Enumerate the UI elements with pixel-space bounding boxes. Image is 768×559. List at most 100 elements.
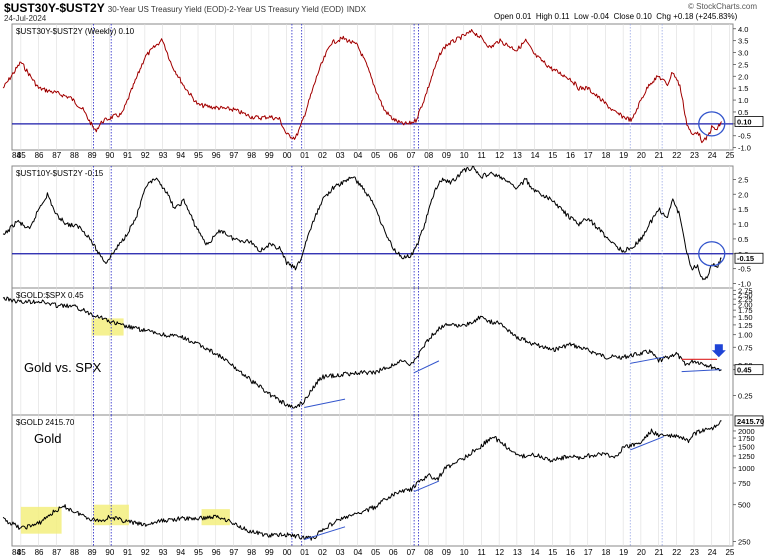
y-tick-label: 3.5 <box>738 37 748 46</box>
y-tick-label: 250 <box>738 538 751 547</box>
chg-value: +0.18 (+245.83%) <box>673 12 738 21</box>
year-label-bottom: 89 <box>88 548 97 557</box>
year-label-bottom: 06 <box>389 548 398 557</box>
y-tick-label: 1500 <box>738 442 755 451</box>
year-label-bottom: 91 <box>123 548 132 557</box>
year-label-bottom: 02 <box>318 548 327 557</box>
year-label-bottom: 95 <box>194 548 203 557</box>
year-label-top: 13 <box>513 151 522 160</box>
y-tick-label: 0.5 <box>738 108 748 117</box>
year-label-top: 98 <box>247 151 256 160</box>
year-label-bottom: 20 <box>637 548 646 557</box>
trend-line <box>630 356 665 364</box>
year-label-top: 90 <box>105 151 114 160</box>
year-label-top: 02 <box>318 151 327 160</box>
year-label-bottom: 11 <box>477 548 486 557</box>
year-label-bottom: 21 <box>655 548 664 557</box>
panel-label-4: $GOLD 2415.70 <box>16 418 75 427</box>
last-value-label: 0.10 <box>737 117 752 126</box>
y-tick-label: 2.5 <box>738 175 748 184</box>
year-label-bottom: 85 <box>17 548 26 557</box>
y-tick-label: 1.0 <box>738 96 748 105</box>
year-label-top: 11 <box>477 151 486 160</box>
year-label-bottom: 17 <box>584 548 593 557</box>
y-tick-label: 500 <box>738 501 751 510</box>
panel-label-3: $GOLD:$SPX 0.45 <box>16 291 84 300</box>
highlight-box <box>201 509 230 526</box>
year-label-top: 14 <box>531 151 540 160</box>
year-label-bottom: 87 <box>52 548 61 557</box>
year-label-top: 17 <box>584 151 593 160</box>
y-tick-label: -1.0 <box>738 144 751 153</box>
panel-annotation: Gold vs. SPX <box>24 360 102 375</box>
close-value: 0.10 <box>636 12 652 21</box>
y-tick-label: 750 <box>738 479 751 488</box>
year-label-top: 85 <box>17 151 26 160</box>
year-label-bottom: 01 <box>300 548 309 557</box>
year-label-bottom: 05 <box>371 548 380 557</box>
year-label-top: 97 <box>229 151 238 160</box>
last-value-label: -0.15 <box>737 254 754 263</box>
highlight-circle <box>698 111 726 137</box>
y-tick-label: 2.00 <box>738 300 753 309</box>
year-label-bottom: 88 <box>70 548 79 557</box>
y-tick-label: 1.25 <box>738 321 753 330</box>
panel-frame-1 <box>11 23 734 151</box>
year-label-top: 06 <box>389 151 398 160</box>
y-tick-label: 2000 <box>738 427 755 436</box>
y-tick-label: 2.0 <box>738 72 748 81</box>
year-label-bottom: 93 <box>159 548 168 557</box>
series-line-panel-3 <box>2 296 722 409</box>
series-line-panel-2 <box>2 165 722 281</box>
year-label-top: 89 <box>88 151 97 160</box>
y-tick-label: 0.75 <box>738 343 753 352</box>
year-label-top: 88 <box>70 151 79 160</box>
year-label-top: 87 <box>52 151 61 160</box>
year-label-top: 25 <box>725 151 734 160</box>
year-label-bottom: 99 <box>265 548 274 557</box>
year-label-bottom: 98 <box>247 548 256 557</box>
year-label-top: 09 <box>442 151 451 160</box>
year-label-bottom: 24 <box>708 548 717 557</box>
year-label-bottom: 07 <box>407 548 416 557</box>
subtitle: 30-Year US Treasury Yield (EOD)-2-Year U… <box>107 5 344 14</box>
year-label-top: 05 <box>371 151 380 160</box>
year-label-top: 93 <box>159 151 168 160</box>
year-label-top: 16 <box>566 151 575 160</box>
year-label-top: 03 <box>336 151 345 160</box>
year-label-top: 92 <box>141 151 150 160</box>
year-label-bottom: 86 <box>35 548 44 557</box>
last-value-box <box>734 415 764 427</box>
y-tick-label: 1750 <box>738 434 755 443</box>
year-label-bottom: 14 <box>531 548 540 557</box>
last-value-box <box>734 116 764 127</box>
close-label: Close <box>613 12 635 21</box>
year-label-bottom: 96 <box>212 548 221 557</box>
year-label-bottom: 18 <box>601 548 610 557</box>
y-tick-label: 2.0 <box>738 190 748 199</box>
year-label-top: 96 <box>212 151 221 160</box>
last-value-label: 0.45 <box>737 366 752 375</box>
trend-line <box>630 436 665 451</box>
y-tick-label: 1.5 <box>738 205 748 214</box>
y-tick-label: -0.5 <box>738 265 751 274</box>
symbol: $UST30Y-$UST2Y <box>4 1 105 15</box>
year-label-top: 20 <box>637 151 646 160</box>
year-label-top: 08 <box>424 151 433 160</box>
year-label-top: 91 <box>123 151 132 160</box>
year-label-top: 15 <box>548 151 557 160</box>
year-label-bottom: 90 <box>105 548 114 557</box>
year-label-bottom: 09 <box>442 548 451 557</box>
year-label-top: 86 <box>35 151 44 160</box>
low-label: Low <box>573 12 589 21</box>
trend-line <box>681 369 721 373</box>
panel-annotation: Gold <box>34 431 61 446</box>
year-label-top: 21 <box>655 151 664 160</box>
y-tick-label: 1.5 <box>738 84 748 93</box>
last-value-box <box>734 252 764 264</box>
year-label-bottom: 00 <box>283 548 292 557</box>
y-tick-label: 3.0 <box>738 49 748 58</box>
y-tick-label: 1.00 <box>738 331 753 340</box>
panel-label-2: $UST10Y-$UST2Y -0.15 <box>16 169 104 178</box>
